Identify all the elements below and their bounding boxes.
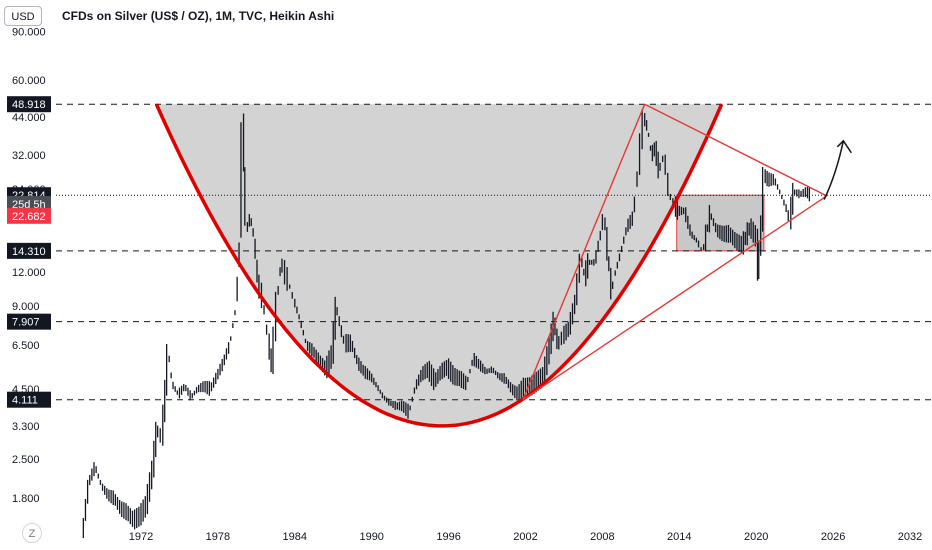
x-tick-label: 2002 [513, 531, 537, 543]
y-tick-label: 6.500 [12, 340, 40, 352]
price-marker-label: 14.310 [12, 246, 46, 258]
currency-selector[interactable]: USD [4, 6, 42, 26]
price-marker-6[interactable] [7, 391, 51, 408]
triangle-left-line [522, 103, 646, 400]
price-marker-label: 48.918 [12, 99, 46, 111]
y-tick-label: 2.500 [12, 454, 40, 466]
breakout-arrow [823, 140, 845, 200]
price-marker-label: 22.682 [12, 211, 46, 223]
arrow-head-icon [836, 139, 852, 154]
price-marker-0[interactable] [7, 96, 51, 113]
x-tick-label: 1990 [359, 531, 383, 543]
y-tick-label: 90.000 [12, 26, 46, 38]
x-tick-label: 1972 [129, 531, 153, 543]
cup-curve [154, 103, 724, 428]
x-tick-label: 2020 [744, 531, 768, 543]
x-tick-label: 2014 [667, 531, 691, 543]
x-tick-label: 1984 [283, 531, 307, 543]
chart-title: CFDs on Silver (US$ / OZ), 1M, TVC, Heik… [62, 9, 335, 23]
y-tick-label: 44.000 [12, 112, 46, 124]
x-tick-label: 2008 [590, 531, 614, 543]
triangle-lower-line [522, 195, 828, 401]
price-marker-4[interactable] [7, 242, 51, 259]
logo-icon[interactable]: Z [22, 523, 42, 543]
price-marker-label: 4.111 [12, 395, 38, 407]
x-tick-label: 1978 [206, 531, 230, 543]
triangle-upper-line [644, 103, 828, 197]
y-tick-label: 3.300 [12, 421, 40, 433]
x-tick-label: 2032 [898, 531, 922, 543]
y-tick-label: 9.000 [12, 301, 40, 313]
x-tick-label: 2026 [821, 531, 845, 543]
price-marker-3[interactable] [7, 207, 51, 224]
y-tick-label: 12.000 [12, 267, 46, 279]
x-tick-label: 1996 [436, 531, 460, 543]
y-tick-label: 32.000 [12, 150, 46, 162]
y-tick-label: 60.000 [12, 75, 46, 87]
price-marker-5[interactable] [7, 313, 51, 330]
price-marker-label: 7.907 [12, 317, 40, 329]
y-tick-label: 1.800 [12, 493, 40, 505]
